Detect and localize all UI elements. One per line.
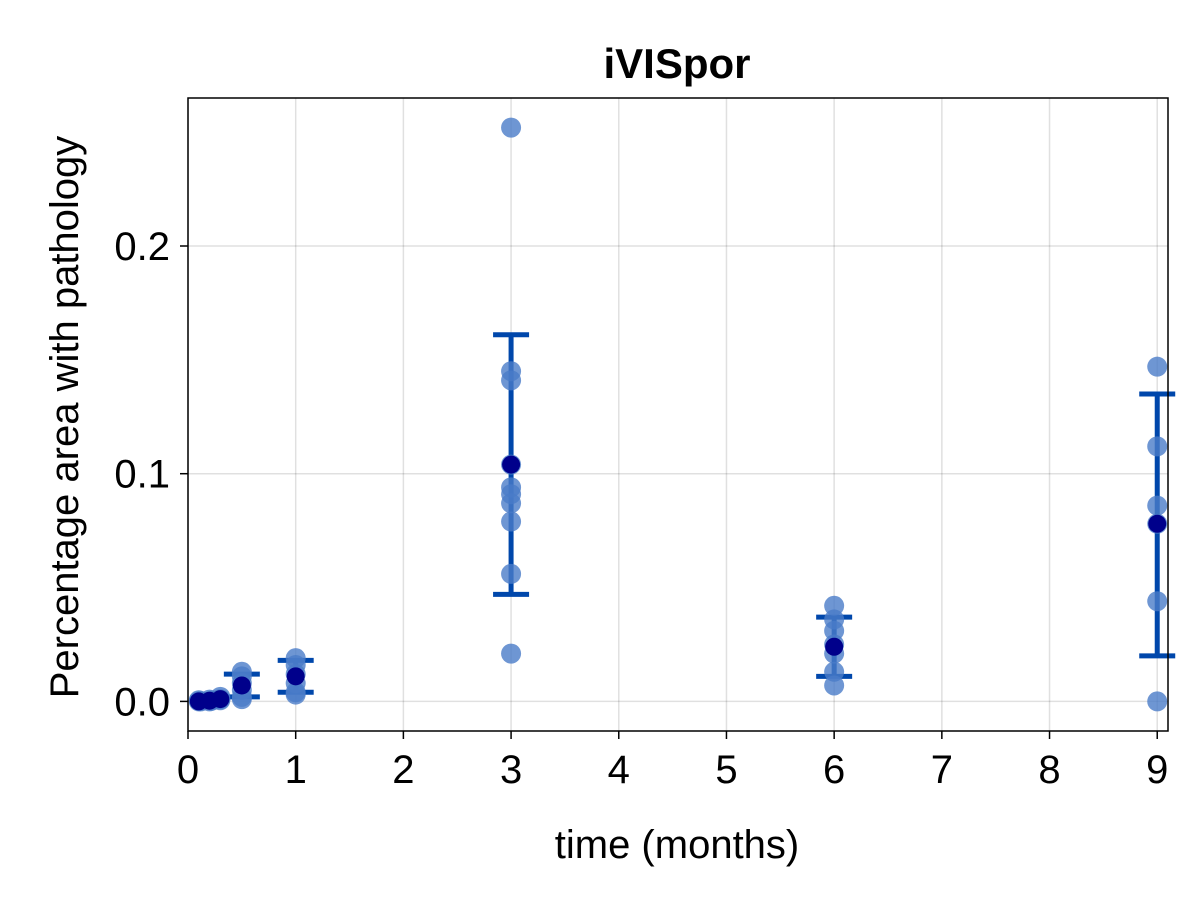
y-tick-label: 0.1 — [114, 453, 170, 497]
x-tick-label: 8 — [1038, 748, 1060, 792]
x-axis-ticks: 0 1 2 3 4 5 6 7 8 9 — [177, 731, 1168, 792]
data-point — [1147, 356, 1168, 377]
mean-point — [286, 667, 305, 686]
mean-point — [211, 690, 230, 709]
error-bars — [223, 332, 1176, 700]
data-point — [231, 689, 252, 710]
data-point — [501, 117, 522, 138]
y-tick-label: 0.0 — [114, 680, 170, 724]
y-tick-label: 0.2 — [114, 225, 170, 269]
data-points — [188, 117, 1168, 712]
x-tick-label: 1 — [285, 748, 307, 792]
mean-point — [1148, 514, 1167, 533]
data-point — [501, 493, 522, 514]
data-point — [1147, 495, 1168, 516]
grid — [187, 98, 1168, 731]
mean-point — [502, 455, 521, 474]
data-point — [1147, 436, 1168, 457]
x-tick-label: 9 — [1146, 748, 1168, 792]
data-point — [824, 620, 845, 641]
x-tick-label: 6 — [823, 748, 845, 792]
mean-points — [189, 455, 1167, 711]
data-point — [285, 684, 306, 705]
x-tick-label: 5 — [715, 748, 737, 792]
data-point — [501, 370, 522, 391]
y-axis-label: Percentage area with pathology — [43, 136, 87, 699]
data-point — [824, 661, 845, 682]
data-point — [824, 675, 845, 696]
plot-frame — [187, 97, 1169, 732]
x-tick-label: 2 — [392, 748, 414, 792]
data-point — [501, 643, 522, 664]
data-point — [1147, 591, 1168, 612]
chart-title: iVISpor — [603, 40, 750, 87]
mean-point — [825, 637, 844, 656]
mean-point — [232, 676, 251, 695]
y-axis-ticks: 0.0 0.1 0.2 — [114, 225, 188, 724]
x-axis-label: time (months) — [555, 823, 800, 867]
data-point — [501, 511, 522, 532]
data-point — [1147, 691, 1168, 712]
data-point — [824, 595, 845, 616]
x-tick-label: 7 — [931, 748, 953, 792]
data-point — [501, 563, 522, 584]
x-tick-label: 4 — [608, 748, 630, 792]
x-tick-label: 3 — [500, 748, 522, 792]
x-tick-label: 0 — [177, 748, 199, 792]
